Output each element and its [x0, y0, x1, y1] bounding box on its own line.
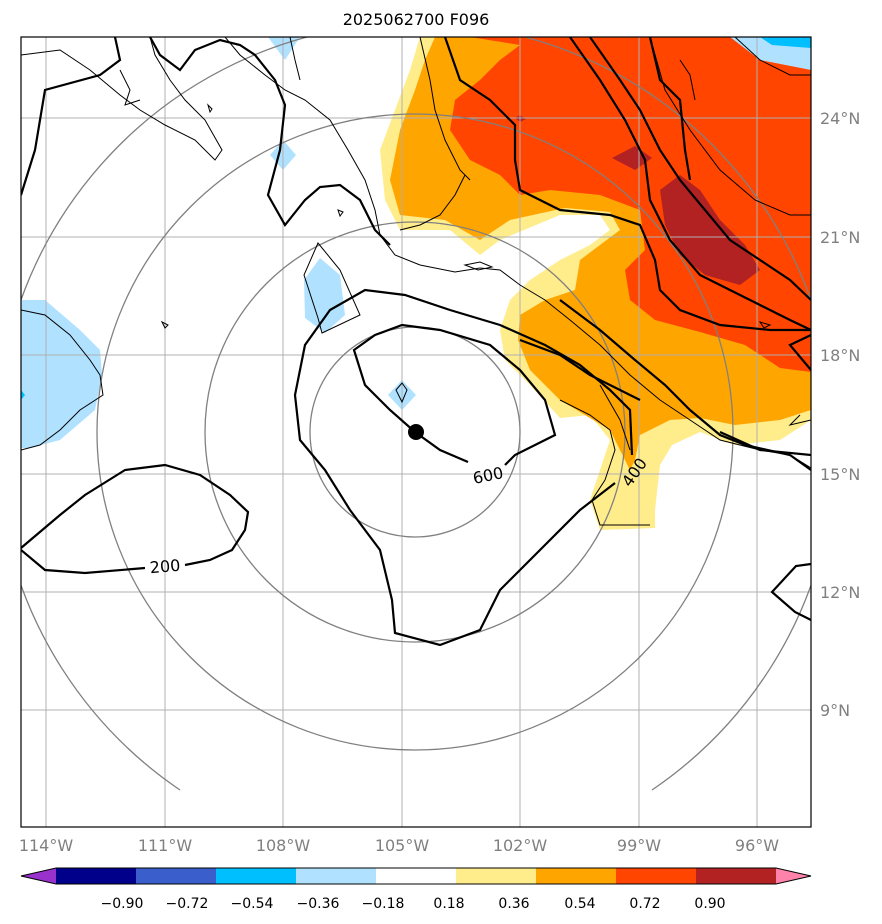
- anomaly-neg-ne-dark: [760, 37, 811, 48]
- anomaly-neg-baja: [304, 258, 345, 333]
- lat-tick-21n: 21°N: [820, 228, 860, 247]
- lon-tick-96w: 96°W: [735, 836, 779, 855]
- colorbar-tick-labels: −0.90 −0.72 −0.54 −0.36 −0.18 0.18 0.36 …: [101, 896, 726, 912]
- colorbar-tick: −0.72: [166, 896, 209, 912]
- colorbar-cell: [136, 868, 217, 884]
- lat-tick-9n: 9°N: [820, 701, 850, 720]
- range-ring-3: [96, 113, 734, 751]
- lon-tick-105w: 105°W: [375, 836, 430, 855]
- colorbar-cell: [696, 868, 777, 884]
- lat-tick-labels: 24°N 21°N 18°N 15°N 12°N 9°N: [820, 109, 860, 720]
- colorbar-cell: [456, 868, 537, 884]
- colorbar-tick: −0.54: [231, 896, 274, 912]
- contour-label-200: 200: [149, 556, 181, 578]
- colorbar-extend-max: [776, 868, 811, 884]
- lon-tick-labels: 114°W 111°W 108°W 105°W 102°W 99°W 96°W: [19, 836, 779, 855]
- contour-200: [21, 463, 250, 575]
- storm-center-dot: [408, 424, 424, 440]
- contour-400: [293, 288, 634, 647]
- anomaly-fill-054: [450, 37, 811, 372]
- map-frame: [20, 36, 812, 828]
- lon-tick-111w: 111°W: [138, 836, 193, 855]
- contour-600: [352, 323, 557, 466]
- anomaly-neg-north: [268, 37, 300, 60]
- colorbar-cell: [296, 868, 377, 884]
- contour-200-east: [770, 562, 811, 621]
- colorbar-tick: 0.36: [498, 896, 529, 912]
- lon-tick-102w: 102°W: [493, 836, 548, 855]
- lon-tick-114w: 114°W: [19, 836, 74, 855]
- map-title: 2025062700 F096: [342, 10, 490, 29]
- coastlines: [21, 37, 811, 526]
- colorbar-tick: 0.72: [629, 896, 660, 912]
- colorbar-tick: −0.36: [297, 896, 340, 912]
- contour-lower-right: [719, 430, 811, 457]
- contour-lines: [21, 37, 811, 647]
- map-area: 600 400 200: [21, 37, 811, 827]
- lat-tick-15n: 15°N: [820, 465, 860, 484]
- colorbar-frame: [20, 867, 812, 885]
- lon-tick-99w: 99°W: [617, 836, 661, 855]
- lat-tick-12n: 12°N: [820, 583, 860, 602]
- colorbar-cell: [616, 868, 697, 884]
- colorbar-cell: [376, 868, 457, 884]
- lat-tick-18n: 18°N: [820, 346, 860, 365]
- lat-tick-24n: 24°N: [820, 109, 860, 128]
- colorbar-tick: −0.90: [101, 896, 144, 912]
- colorbar-cells: [21, 868, 811, 884]
- lon-tick-108w: 108°W: [256, 836, 311, 855]
- anomaly-neg-west: [21, 300, 102, 448]
- colorbar-tick: −0.18: [362, 896, 405, 912]
- anomaly-neg-west-dot: [21, 390, 25, 400]
- colorbar-tick: 0.90: [694, 896, 725, 912]
- colorbar-cell: [536, 868, 617, 884]
- colorbar-tick: 0.18: [433, 896, 464, 912]
- colorbar-tick: 0.54: [564, 896, 595, 912]
- colorbar-extend-min: [21, 868, 56, 884]
- range-ring-2: [204, 221, 626, 643]
- colorbar-cell: [56, 868, 137, 884]
- colorbar-cell: [216, 868, 297, 884]
- colorbar: −0.90 −0.72 −0.54 −0.36 −0.18 0.18 0.36 …: [20, 867, 812, 912]
